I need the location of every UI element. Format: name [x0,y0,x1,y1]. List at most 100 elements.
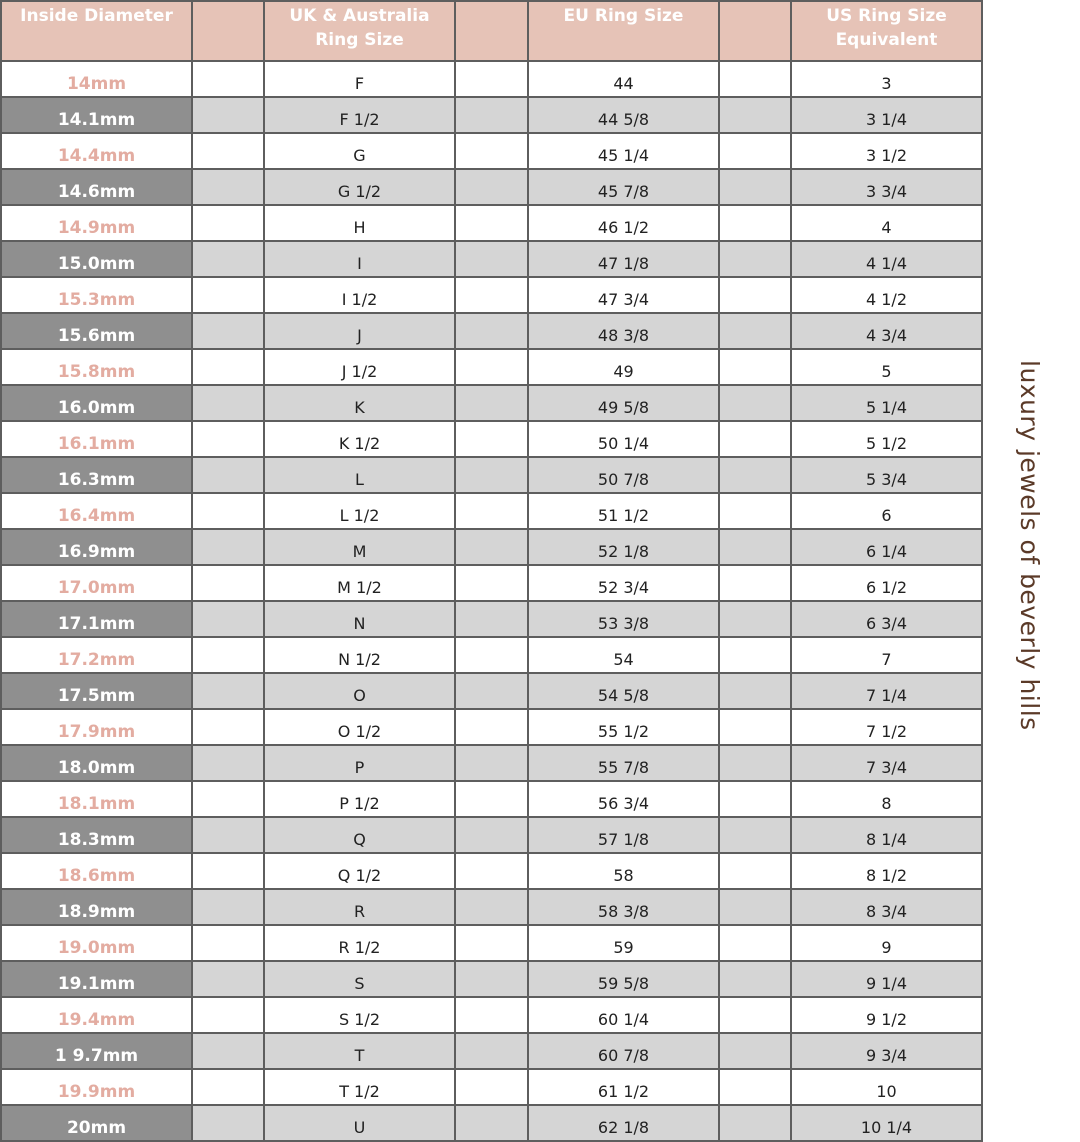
spacer-cell [718,456,792,494]
spacer-cell [454,168,529,206]
uk-size-cell: T [263,1032,456,1070]
us-size-cell: 4 [790,204,983,242]
table-row: 16.4mm L 1/2 51 1/2 6 [0,492,983,530]
diameter-cell: 18.0mm [0,744,193,782]
table-row: 14.6mm G 1/2 45 7/8 3 3/4 [0,168,983,206]
eu-size-cell: 46 1/2 [527,204,720,242]
eu-size-cell: 52 3/4 [527,564,720,602]
eu-size-cell: 57 1/8 [527,816,720,854]
uk-size-cell: J 1/2 [263,348,456,386]
spacer-cell [718,1104,792,1142]
diameter-cell: 18.9mm [0,888,193,926]
us-size-cell: 9 1/2 [790,996,983,1034]
table-row: 14mm F 44 3 [0,60,983,98]
spacer-cell [191,276,265,314]
spacer-cell [454,744,529,782]
spacer-cell [191,636,265,674]
diameter-cell: 17.1mm [0,600,193,638]
eu-size-cell: 58 3/8 [527,888,720,926]
spacer-cell [191,1104,265,1142]
spacer-cell [191,456,265,494]
table-row: 15.8mm J 1/2 49 5 [0,348,983,386]
us-size-cell: 7 3/4 [790,744,983,782]
spacer-cell [718,132,792,170]
eu-size-cell: 60 7/8 [527,1032,720,1070]
diameter-cell: 14.1mm [0,96,193,134]
us-size-cell: 5 3/4 [790,456,983,494]
diameter-cell: 15.0mm [0,240,193,278]
spacer-cell [454,564,529,602]
uk-size-cell: S [263,960,456,998]
uk-size-cell: K 1/2 [263,420,456,458]
us-size-cell: 3 1/4 [790,96,983,134]
spacer-cell [454,1104,529,1142]
spacer-cell [191,96,265,134]
spacer-cell [454,924,529,962]
spacer-cell [454,1032,529,1070]
spacer-cell [454,204,529,242]
uk-size-cell: U [263,1104,456,1142]
spacer-cell [454,600,529,638]
us-size-cell: 8 1/2 [790,852,983,890]
uk-size-cell: K [263,384,456,422]
diameter-cell: 19.0mm [0,924,193,962]
uk-size-cell: F [263,60,456,98]
table-row: 14.9mm H 46 1/2 4 [0,204,983,242]
spacer-cell [718,672,792,710]
table-row: 18.9mm R 58 3/8 8 3/4 [0,888,983,926]
us-size-cell: 4 1/2 [790,276,983,314]
spacer-cell [718,780,792,818]
header-row: Inside Diameter UK & Australia Ring Size EU… [0,0,983,62]
diameter-cell: 18.1mm [0,780,193,818]
diameter-cell: 18.6mm [0,852,193,890]
table-row: 20mm U 62 1/8 10 1/4 [0,1104,983,1142]
diameter-cell: 17.9mm [0,708,193,746]
spacer-cell [454,816,529,854]
spacer-cell [454,672,529,710]
eu-size-cell: 52 1/8 [527,528,720,566]
spacer-cell [191,600,265,638]
spacer-cell [718,1068,792,1106]
uk-size-cell: M [263,528,456,566]
spacer-cell [191,708,265,746]
spacer-cell [191,1068,265,1106]
spacer-cell [718,420,792,458]
us-size-cell: 3 1/2 [790,132,983,170]
table-row: 18.0mm P 55 7/8 7 3/4 [0,744,983,782]
ring-size-table: Inside Diameter UK & Australia Ring Size EU… [0,0,983,1142]
header-spacer [718,0,792,62]
uk-size-cell: T 1/2 [263,1068,456,1106]
spacer-cell [191,240,265,278]
eu-size-cell: 44 5/8 [527,96,720,134]
uk-size-cell: Q [263,816,456,854]
header-spacer [191,0,265,62]
spacer-cell [454,420,529,458]
diameter-cell: 15.6mm [0,312,193,350]
spacer-cell [191,420,265,458]
spacer-cell [191,492,265,530]
us-size-cell: 9 [790,924,983,962]
diameter-cell: 17.5mm [0,672,193,710]
uk-size-cell: G [263,132,456,170]
uk-size-cell: I [263,240,456,278]
uk-size-cell: L [263,456,456,494]
us-size-cell: 7 1/2 [790,708,983,746]
spacer-cell [718,96,792,134]
spacer-cell [191,168,265,206]
diameter-cell: 20mm [0,1104,193,1142]
spacer-cell [718,312,792,350]
eu-size-cell: 53 3/8 [527,600,720,638]
spacer-cell [191,60,265,98]
spacer-cell [191,564,265,602]
diameter-cell: 16.3mm [0,456,193,494]
spacer-cell [454,132,529,170]
diameter-cell: 17.2mm [0,636,193,674]
uk-size-cell: O 1/2 [263,708,456,746]
table-row: 17.9mm O 1/2 55 1/2 7 1/2 [0,708,983,746]
us-size-cell: 3 [790,60,983,98]
us-size-cell: 8 [790,780,983,818]
spacer-cell [718,708,792,746]
spacer-cell [454,1068,529,1106]
us-size-cell: 8 3/4 [790,888,983,926]
us-size-cell: 6 3/4 [790,600,983,638]
